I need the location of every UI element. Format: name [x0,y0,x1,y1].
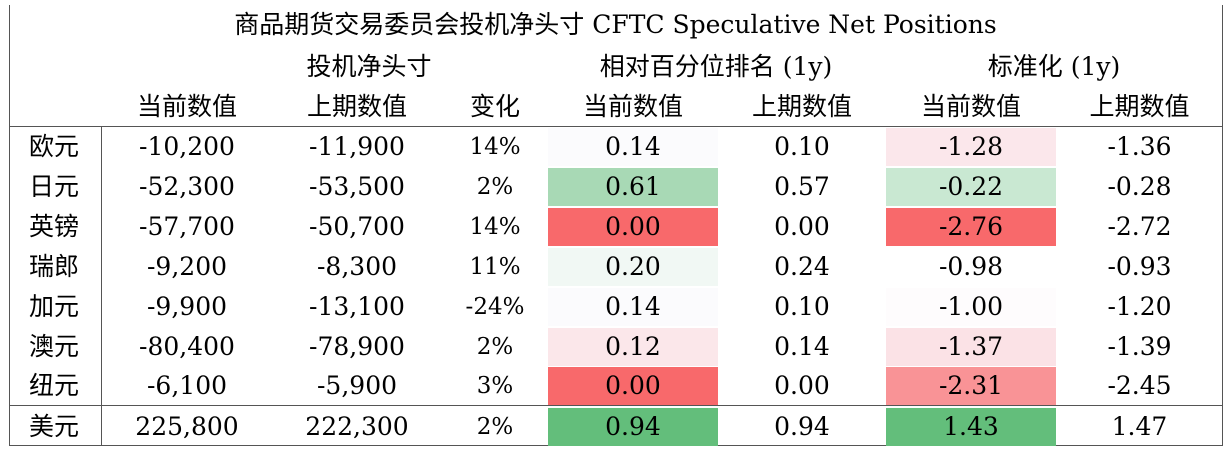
cell-change: 2% [476,334,514,360]
cell-net-current: -9,200 [146,252,228,281]
table-row: 日元 -52,300 -53,500 2% 0.61 0.57 -0.22 -0.28 [0,167,1231,207]
cell-std-previous: 1.47 [1111,412,1168,441]
cell-rank-previous: 0.24 [774,252,830,281]
cell-change: 2% [476,414,514,440]
name-column-divider [101,127,102,445]
cell-rank-previous: 0.10 [774,132,830,161]
cell-std-previous: -0.93 [1107,252,1172,281]
cell-rank-current: 0.14 [548,288,718,326]
col-header-std-current: 当前数值 [920,92,1021,121]
cell-rank-previous: 0.94 [774,412,830,441]
cell-std-current: -0.98 [886,248,1056,286]
col-header-net-current: 当前数值 [136,92,237,121]
cell-change: 14% [469,134,521,160]
cell-net-previous: -5,900 [316,371,398,400]
row-name: 日元 [29,172,80,201]
cell-net-previous: -78,900 [309,332,405,361]
row-name: 加元 [29,292,80,321]
cell-rank-previous: 0.00 [774,371,830,400]
row-name: 瑞郎 [29,252,80,281]
group-header-percentile-rank: 相对百分位排名 (1y) [599,52,833,81]
cell-std-current: -1.28 [886,128,1056,166]
cell-std-current: -1.00 [886,288,1056,326]
cell-net-previous: -53,500 [309,172,405,201]
cell-rank-previous: 0.00 [774,212,830,241]
cell-net-current: -80,400 [139,332,235,361]
cell-net-previous: -8,300 [316,252,398,281]
table-row: 欧元 -10,200 -11,900 14% 0.14 0.10 -1.28 -1.36 [0,127,1231,167]
cell-change: 3% [476,373,514,399]
cell-change: 2% [476,174,514,200]
cell-net-current: 225,800 [135,412,239,441]
cell-std-previous: -1.39 [1107,332,1172,361]
cell-rank-current: 0.94 [548,408,718,446]
group-header-net-positions: 投机净头寸 [306,52,432,81]
col-header-rank-current: 当前数值 [582,92,683,121]
table-row: 纽元 -6,100 -5,900 3% 0.00 0.00 -2.31 -2.45 [0,366,1231,406]
usd-row-divider [9,405,1223,406]
cell-rank-previous: 0.57 [774,172,830,201]
cell-rank-previous: 0.14 [774,332,830,361]
group-header-standardized: 标准化 (1y) [987,52,1121,81]
cell-net-current: -10,200 [139,132,235,161]
cell-std-previous: -2.72 [1107,212,1172,241]
row-name: 澳元 [29,332,80,361]
cell-rank-current: 0.12 [548,328,718,366]
header-divider [9,126,1223,127]
cell-net-current: -6,100 [146,371,228,400]
cell-std-current: 1.43 [886,408,1056,446]
cell-std-current: -2.76 [886,208,1056,246]
cell-net-previous: 222,300 [305,412,409,441]
cell-change: 14% [469,214,521,240]
cell-net-current: -52,300 [139,172,235,201]
cell-std-previous: -2.45 [1107,371,1172,400]
cell-change: 11% [469,254,521,280]
row-name: 美元 [29,412,80,441]
cell-std-current: -2.31 [886,367,1056,405]
cell-std-previous: -1.20 [1107,292,1172,321]
cell-net-current: -9,900 [146,292,228,321]
cell-net-current: -57,700 [139,212,235,241]
cell-std-previous: -1.36 [1107,132,1172,161]
cell-rank-current: 0.14 [548,128,718,166]
cell-rank-previous: 0.10 [774,292,830,321]
table-row: 美元 225,800 222,300 2% 0.94 0.94 1.43 1.47 [0,407,1231,447]
cell-rank-current: 0.61 [548,168,718,206]
table-row: 瑞郎 -9,200 -8,300 11% 0.20 0.24 -0.98 -0.93 [0,247,1231,287]
row-name: 纽元 [29,371,80,400]
table-row: 英镑 -57,700 -50,700 14% 0.00 0.00 -2.76 -2.72 [0,207,1231,247]
row-name: 英镑 [29,212,80,241]
cell-std-current: -0.22 [886,168,1056,206]
cell-rank-current: 0.00 [548,208,718,246]
cell-rank-current: 0.00 [548,367,718,405]
col-header-rank-previous: 上期数值 [751,92,852,121]
cell-net-previous: -13,100 [309,292,405,321]
table-title: 商品期货交易委员会投机净头寸 CFTC Speculative Net Posi… [234,10,997,39]
cell-change: -24% [465,294,525,320]
cell-std-current: -1.37 [886,328,1056,366]
table-row: 加元 -9,900 -13,100 -24% 0.14 0.10 -1.00 -1.20 [0,287,1231,327]
cell-net-previous: -50,700 [309,212,405,241]
col-header-net-previous: 上期数值 [306,92,407,121]
cell-net-previous: -11,900 [309,132,405,161]
row-name: 欧元 [29,132,80,161]
cell-rank-current: 0.20 [548,248,718,286]
col-header-change: 变化 [469,92,520,121]
col-header-std-previous: 上期数值 [1089,92,1190,121]
cell-std-previous: -0.28 [1107,172,1172,201]
table-row: 澳元 -80,400 -78,900 2% 0.12 0.14 -1.37 -1.39 [0,327,1231,367]
